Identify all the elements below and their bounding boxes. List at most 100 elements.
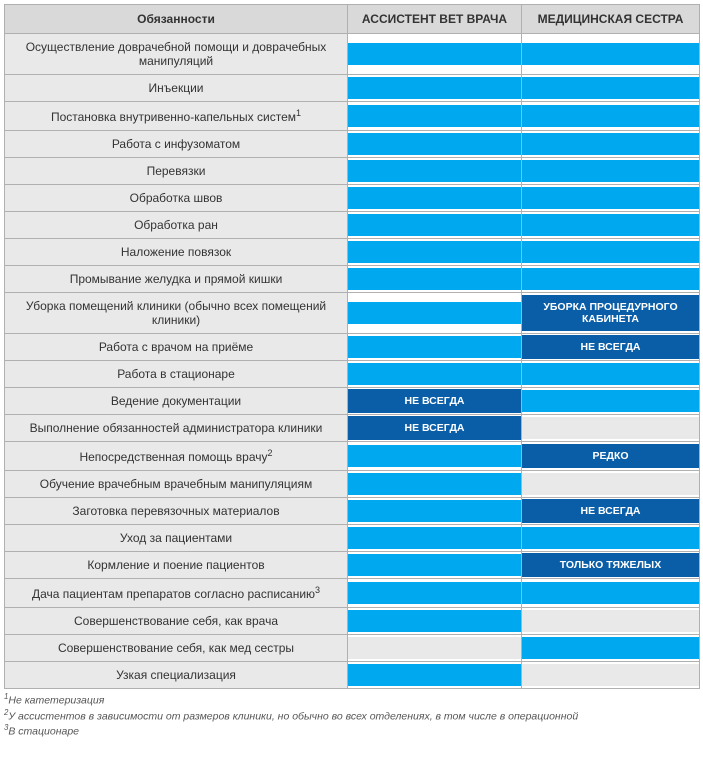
cell-fill: [348, 43, 521, 65]
cell-fill: [522, 582, 699, 604]
assistant-cell: [348, 579, 522, 608]
table-row: Работа с инфузоматом: [5, 131, 700, 158]
assistant-cell: НЕ ВСЕГДА: [348, 388, 522, 415]
table-row: Обработка ран: [5, 212, 700, 239]
table-row: Наложение повязок: [5, 239, 700, 266]
nurse-cell: [522, 185, 700, 212]
cell-fill: [348, 187, 521, 209]
cell-label: ТОЛЬКО ТЯЖЕЛЫХ: [560, 559, 661, 571]
footnote: 3В стационаре: [4, 723, 699, 739]
duty-footnote-ref: 3: [315, 585, 320, 595]
assistant-cell: [348, 75, 522, 102]
assistant-cell: [348, 552, 522, 579]
cell-fill: [522, 637, 699, 659]
table-row: Выполнение обязанностей администратора к…: [5, 415, 700, 442]
duty-label: Инъекции: [149, 81, 204, 95]
duty-label: Перевязки: [147, 164, 206, 178]
comparison-table: Обязанности АССИСТЕНТ ВЕТ ВРАЧА МЕДИЦИНС…: [4, 4, 700, 689]
cell-fill: [348, 445, 521, 467]
duty-cell: Узкая специализация: [5, 662, 348, 689]
assistant-cell: [348, 102, 522, 131]
cell-fill: [348, 160, 521, 182]
table-row: Совершенствование себя, как врача: [5, 608, 700, 635]
cell-fill: [522, 363, 699, 385]
cell-fill: [522, 241, 699, 263]
cell-fill: УБОРКА ПРОЦЕДУРНОГО КАБИНЕТА: [522, 295, 699, 331]
nurse-cell: [522, 239, 700, 266]
duty-cell: Непосредственная помощь врачу2: [5, 442, 348, 471]
header-assistant: АССИСТЕНТ ВЕТ ВРАЧА: [348, 5, 522, 34]
cell-fill: [348, 554, 521, 576]
cell-fill: [348, 214, 521, 236]
nurse-cell: [522, 608, 700, 635]
assistant-cell: [348, 239, 522, 266]
cell-fill: [522, 417, 699, 439]
duty-cell: Работа в стационаре: [5, 361, 348, 388]
duty-label: Ведение документации: [111, 394, 241, 408]
assistant-cell: [348, 131, 522, 158]
assistant-cell: [348, 293, 522, 334]
cell-fill: ТОЛЬКО ТЯЖЕЛЫХ: [522, 553, 699, 577]
cell-fill: РЕДКО: [522, 444, 699, 468]
nurse-cell: [522, 635, 700, 662]
cell-fill: [522, 664, 699, 686]
cell-fill: [348, 77, 521, 99]
cell-fill: НЕ ВСЕГДА: [348, 389, 521, 413]
duty-cell: Осуществление доврачебной помощи и довра…: [5, 34, 348, 75]
cell-label: НЕ ВСЕГДА: [580, 505, 640, 517]
duty-label: Работа с врачом на приёме: [99, 340, 253, 354]
duty-footnote-ref: 1: [296, 108, 301, 118]
duty-cell: Наложение повязок: [5, 239, 348, 266]
duty-footnote-ref: 2: [268, 448, 273, 458]
duty-cell: Ведение документации: [5, 388, 348, 415]
duty-label: Постановка внутривенно-капельных систем: [51, 110, 296, 124]
table-row: Осуществление доврачебной помощи и довра…: [5, 34, 700, 75]
cell-fill: [522, 527, 699, 549]
footnote: 2У ассистентов в зависимости от размеров…: [4, 708, 699, 724]
cell-fill: [522, 473, 699, 495]
cell-fill: [348, 473, 521, 495]
cell-fill: [348, 527, 521, 549]
cell-fill: [348, 241, 521, 263]
duty-label: Выполнение обязанностей администратора к…: [30, 421, 323, 435]
nurse-cell: [522, 471, 700, 498]
cell-label: НЕ ВСЕГДА: [404, 395, 464, 407]
nurse-cell: [522, 388, 700, 415]
nurse-cell: ТОЛЬКО ТЯЖЕЛЫХ: [522, 552, 700, 579]
duty-cell: Уход за пациентами: [5, 525, 348, 552]
cell-fill: [522, 133, 699, 155]
duty-cell: Выполнение обязанностей администратора к…: [5, 415, 348, 442]
assistant-cell: [348, 471, 522, 498]
nurse-cell: [522, 361, 700, 388]
assistant-cell: [348, 334, 522, 361]
table-row: Заготовка перевязочных материаловНЕ ВСЕГ…: [5, 498, 700, 525]
cell-fill: [522, 77, 699, 99]
table-row: Кормление и поение пациентовТОЛЬКО ТЯЖЕЛ…: [5, 552, 700, 579]
nurse-cell: УБОРКА ПРОЦЕДУРНОГО КАБИНЕТА: [522, 293, 700, 334]
duty-cell: Совершенствование себя, как мед сестры: [5, 635, 348, 662]
cell-fill: [522, 160, 699, 182]
table-row: Инъекции: [5, 75, 700, 102]
footnote-text: У ассистентов в зависимости от размеров …: [8, 710, 578, 722]
assistant-cell: [348, 158, 522, 185]
cell-fill: [522, 187, 699, 209]
duty-cell: Обработка ран: [5, 212, 348, 239]
cell-fill: [348, 268, 521, 290]
table-row: Непосредственная помощь врачу2 РЕДКО: [5, 442, 700, 471]
assistant-cell: [348, 185, 522, 212]
footnote-text: Не катетеризация: [8, 695, 104, 707]
nurse-cell: РЕДКО: [522, 442, 700, 471]
assistant-cell: [348, 34, 522, 75]
duty-cell: Постановка внутривенно-капельных систем1: [5, 102, 348, 131]
cell-fill: [348, 610, 521, 632]
duty-label: Совершенствование себя, как мед сестры: [58, 641, 294, 655]
duty-cell: Обучение врачебным врачебным манипуляция…: [5, 471, 348, 498]
duty-cell: Совершенствование себя, как врача: [5, 608, 348, 635]
nurse-cell: [522, 266, 700, 293]
cell-fill: [348, 637, 521, 659]
duty-label: Узкая специализация: [116, 668, 236, 682]
assistant-cell: [348, 608, 522, 635]
cell-fill: НЕ ВСЕГДА: [522, 499, 699, 523]
duty-label: Уход за пациентами: [120, 531, 232, 545]
nurse-cell: [522, 158, 700, 185]
